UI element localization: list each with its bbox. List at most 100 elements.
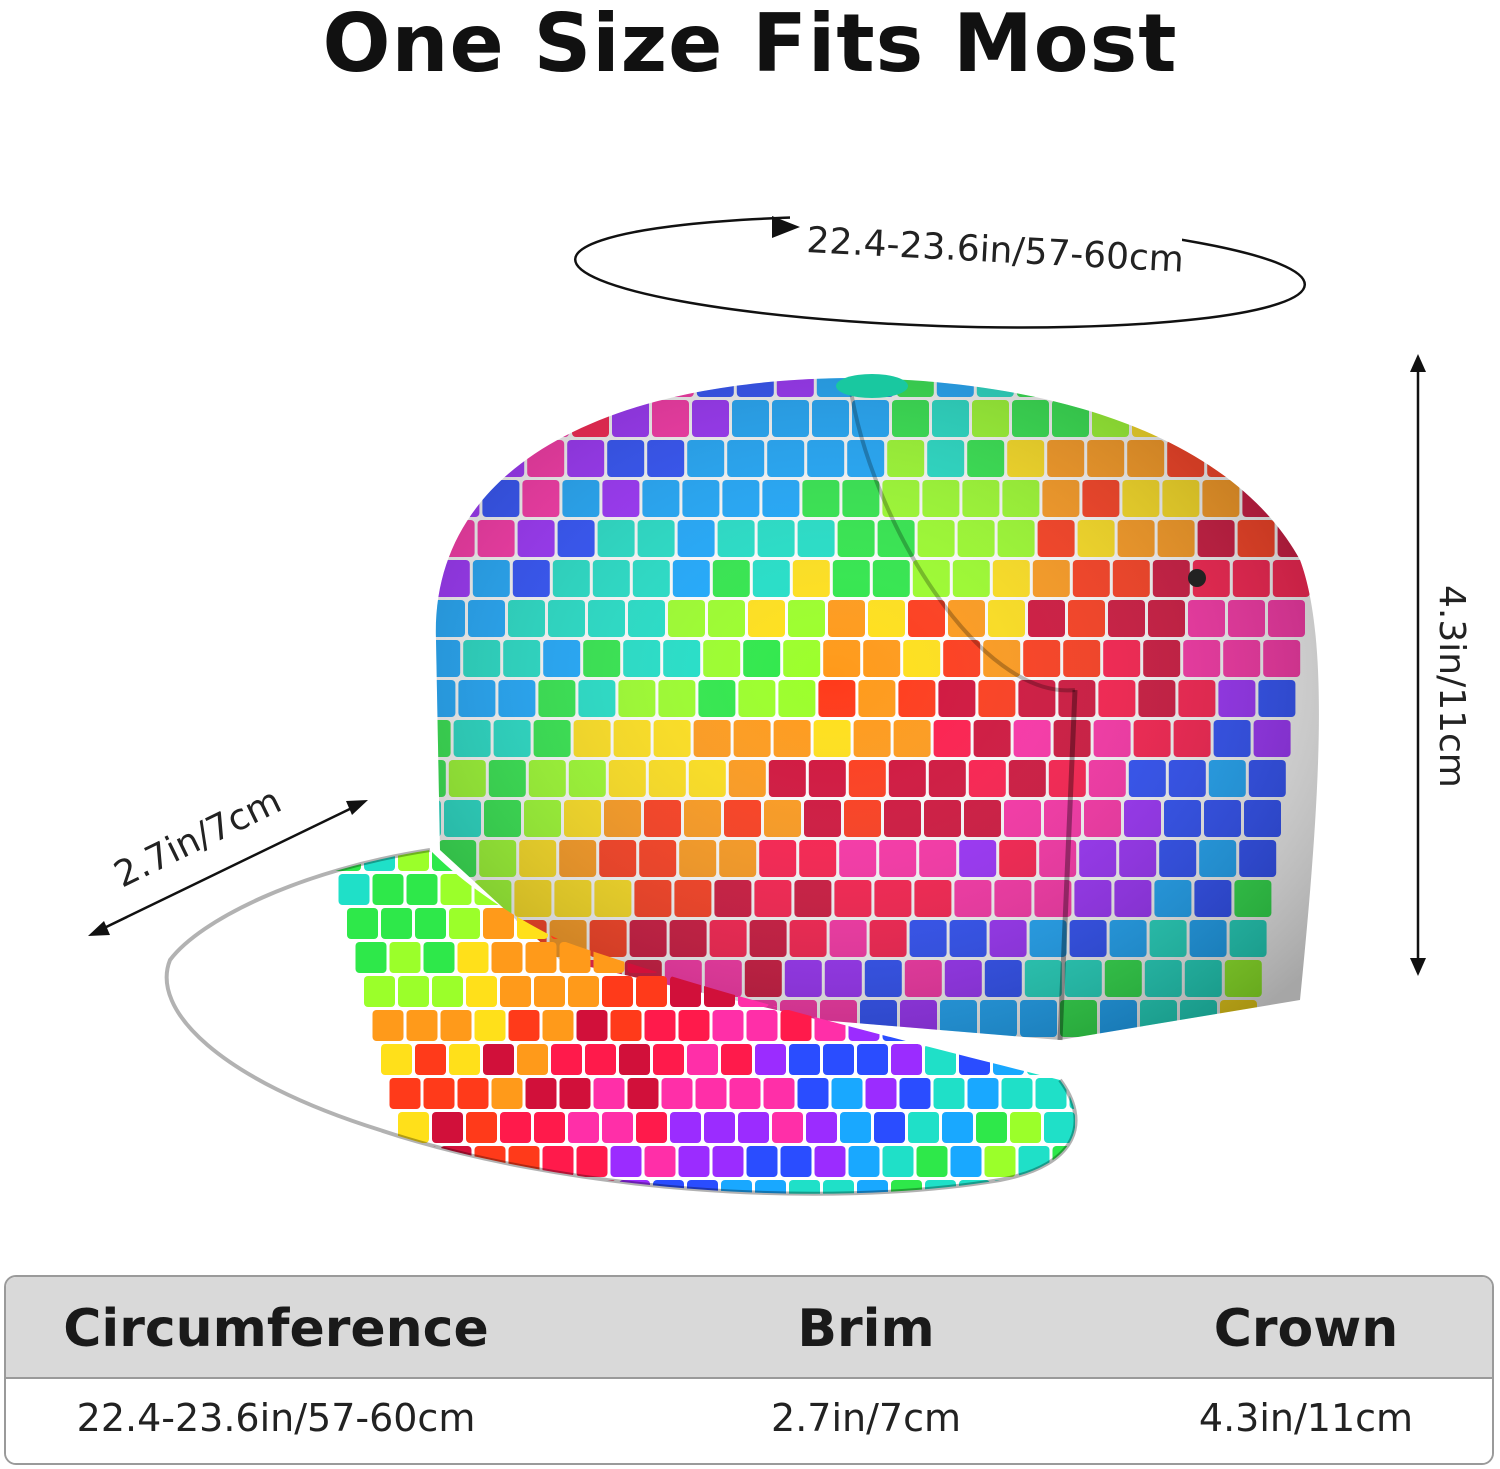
mosaic-tile bbox=[746, 1146, 778, 1177]
size-table-header bbox=[6, 1277, 1492, 1379]
mosaic-tile bbox=[687, 1044, 718, 1075]
mosaic-tile bbox=[1095, 1040, 1132, 1077]
mosaic-tile bbox=[610, 1146, 642, 1177]
mosaic-tile bbox=[1061, 1044, 1076, 1075]
mosaic-tile bbox=[1342, 1078, 1373, 1109]
mosaic-tile bbox=[423, 942, 455, 973]
mosaic-tile bbox=[1027, 1044, 1058, 1075]
mosaic-tile bbox=[483, 908, 514, 939]
mosaic-tile bbox=[755, 1180, 786, 1194]
mosaic-tile bbox=[435, 480, 440, 517]
arrow-right-icon bbox=[772, 216, 800, 238]
mosaic-tile bbox=[789, 1180, 820, 1194]
mosaic-tile bbox=[1291, 1146, 1322, 1177]
mosaic-tile bbox=[1410, 1078, 1441, 1109]
mosaic-tile bbox=[372, 400, 409, 437]
mosaic-tile bbox=[233, 560, 270, 597]
mosaic-tile bbox=[1342, 1214, 1373, 1245]
mosaic-tile bbox=[636, 1112, 667, 1143]
mosaic-tile bbox=[525, 1078, 557, 1109]
mosaic-tile bbox=[381, 908, 412, 939]
mosaic-tile bbox=[483, 1180, 514, 1194]
mosaic-tile bbox=[260, 1000, 297, 1037]
mosaic-tile bbox=[891, 1044, 922, 1075]
mosaic-tile bbox=[551, 1180, 582, 1194]
mosaic-tile bbox=[318, 520, 355, 557]
mosaic-tile bbox=[628, 1214, 659, 1245]
mosaic-tile bbox=[1359, 1146, 1390, 1177]
mosaic-tile bbox=[369, 760, 406, 797]
mosaic-tile bbox=[1435, 1044, 1466, 1075]
mosaic-tile bbox=[1333, 1180, 1364, 1211]
mosaic-tile bbox=[500, 1112, 531, 1143]
mosaic-tile bbox=[636, 976, 667, 1007]
mosaic-tile bbox=[303, 640, 340, 677]
mosaic-tile bbox=[656, 378, 694, 397]
mosaic-tile bbox=[295, 1040, 332, 1077]
mosaic-tile bbox=[406, 1146, 438, 1177]
mosaic-tile bbox=[874, 1112, 905, 1143]
mosaic-tile bbox=[1299, 1180, 1330, 1211]
mosaic-tile bbox=[458, 1214, 489, 1245]
mosaic-tile bbox=[334, 720, 371, 757]
mosaic-tile bbox=[832, 1214, 863, 1245]
mosaic-tile bbox=[310, 920, 347, 957]
mosaic-tile bbox=[449, 908, 480, 939]
mosaic-tile bbox=[180, 1000, 217, 1037]
mosaic-tile bbox=[704, 1112, 735, 1143]
mosaic-tile bbox=[289, 760, 326, 797]
mosaic-tile bbox=[294, 720, 331, 757]
mosaic-tile bbox=[1176, 378, 1214, 397]
mosaic-tile bbox=[780, 1010, 812, 1041]
mosaic-tile bbox=[848, 1146, 880, 1177]
mosaic-tile bbox=[1172, 1214, 1203, 1245]
mosaic-tile bbox=[1393, 1146, 1424, 1177]
mosaic-tile bbox=[746, 1010, 778, 1041]
mosaic-tile bbox=[1214, 1112, 1245, 1143]
mosaic-tile bbox=[534, 1112, 565, 1143]
mosaic-tile bbox=[1095, 1044, 1126, 1075]
mosaic-tile bbox=[780, 1146, 812, 1177]
mosaic-tile bbox=[1172, 1078, 1203, 1109]
mosaic-tile bbox=[959, 1044, 990, 1075]
mosaic-tile bbox=[440, 874, 472, 905]
mosaic-tile bbox=[1163, 1044, 1194, 1075]
mosaic-tile bbox=[1333, 908, 1364, 939]
mosaic-tile bbox=[534, 976, 565, 1007]
mosaic-tile bbox=[406, 874, 438, 905]
mosaic-tile bbox=[1002, 1214, 1033, 1245]
mosaic-tile bbox=[1197, 1044, 1228, 1075]
mosaic-tile bbox=[560, 1214, 591, 1245]
mosaic-tile bbox=[532, 400, 569, 437]
mosaic-tile bbox=[364, 976, 395, 1007]
mosaic-tile bbox=[1155, 1146, 1186, 1177]
mosaic-tile bbox=[1104, 1214, 1135, 1245]
mosaic-tile bbox=[1299, 1044, 1330, 1075]
mosaic-tile bbox=[300, 1000, 337, 1037]
mosaic-tile bbox=[238, 520, 275, 557]
mosaic-tile bbox=[298, 680, 335, 717]
mosaic-tile bbox=[721, 1044, 752, 1075]
mosaic-tile bbox=[1296, 378, 1319, 397]
mosaic-tile bbox=[1384, 840, 1415, 871]
mosaic-tile bbox=[254, 720, 291, 757]
mosaic-tile bbox=[423, 1078, 455, 1109]
mosaic-tile bbox=[865, 1078, 897, 1109]
mosaic-tile bbox=[263, 640, 300, 677]
mosaic-tile bbox=[247, 440, 284, 477]
header-crown: Crown bbox=[1213, 1299, 1399, 1359]
mosaic-tile bbox=[1376, 1214, 1407, 1245]
mosaic-tile bbox=[1350, 840, 1381, 871]
mosaic-tile bbox=[610, 1010, 642, 1041]
mosaic-tile bbox=[1461, 1146, 1492, 1177]
mosaic-tile bbox=[1163, 1180, 1194, 1211]
mosaic-tile bbox=[882, 1146, 914, 1177]
mosaic-tile bbox=[1308, 942, 1339, 973]
mosaic-tile bbox=[1367, 1180, 1398, 1211]
mosaic-tile bbox=[1410, 942, 1441, 973]
mosaic-tile bbox=[225, 960, 262, 997]
mosaic-tile bbox=[678, 1146, 710, 1177]
mosaic-tile bbox=[466, 1112, 497, 1143]
mosaic-tile bbox=[814, 1146, 846, 1177]
mosaic-tile bbox=[1206, 1078, 1237, 1109]
